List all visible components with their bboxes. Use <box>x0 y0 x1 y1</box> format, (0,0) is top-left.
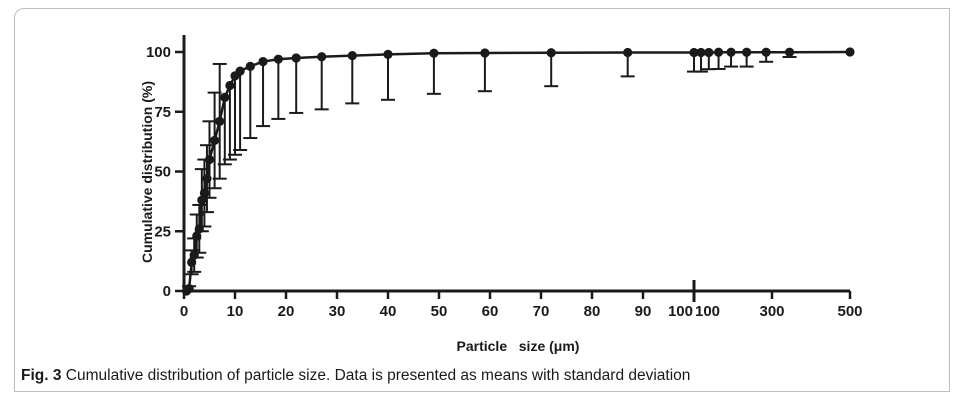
data-point <box>204 154 215 165</box>
data-point <box>187 257 197 267</box>
x-tick-label: 0 <box>180 303 188 320</box>
data-point <box>383 49 393 59</box>
y-tick-label: 50 <box>154 164 171 181</box>
data-point <box>317 52 327 62</box>
data-point <box>273 54 283 64</box>
data-point <box>258 56 268 67</box>
x-axis-title: Particle size (μm) <box>457 338 580 354</box>
data-point <box>623 47 633 58</box>
data-point <box>192 231 202 241</box>
data-point <box>291 53 301 63</box>
x-tick-label: 10 <box>227 303 244 320</box>
data-point <box>235 66 245 76</box>
data-point <box>220 92 230 103</box>
x-tick-label: 500 <box>837 303 862 320</box>
y-tick-label: 75 <box>154 104 171 121</box>
data-point <box>704 47 714 58</box>
x-tick-label: 60 <box>482 303 499 320</box>
x-tick-label: 30 <box>329 303 346 320</box>
data-point <box>199 188 209 198</box>
series-line <box>185 50 851 292</box>
data-point <box>546 48 556 58</box>
data-point <box>784 47 795 57</box>
y-tick-label: 0 <box>163 283 171 300</box>
x-tick-label: 20 <box>278 303 295 320</box>
data-point <box>225 80 235 91</box>
data-point <box>194 224 204 234</box>
chart-axes <box>182 35 850 302</box>
x-tick-label: 70 <box>533 303 550 320</box>
data-point <box>210 135 220 146</box>
data-point <box>689 47 699 58</box>
caption-label: Fig. 3 <box>21 367 62 384</box>
figure-caption: Fig. 3 Cumulative distribution of partic… <box>21 367 690 385</box>
x-tick-label: 100 <box>668 303 693 320</box>
chart-points <box>181 47 855 296</box>
x-tick-label: 90 <box>635 303 652 320</box>
data-point <box>347 50 357 61</box>
x-tick-label: 50 <box>431 303 448 320</box>
y-tick-label: 100 <box>146 44 171 61</box>
data-point <box>245 61 255 71</box>
x-tick-label: 80 <box>584 303 601 320</box>
data-point <box>696 47 706 58</box>
figure-frame <box>14 8 950 392</box>
data-point <box>189 250 199 260</box>
data-point <box>184 284 194 294</box>
data-point <box>480 48 490 58</box>
data-point <box>202 174 212 184</box>
x-tick-label: 40 <box>380 303 397 320</box>
data-point <box>713 47 724 57</box>
x-tick-label: 100 <box>695 303 720 320</box>
y-axis-title: Cumulative distribution (%) <box>139 81 155 263</box>
data-point <box>197 195 207 205</box>
x-tick-label: 300 <box>759 303 784 320</box>
data-point <box>742 47 752 57</box>
data-point <box>429 48 439 58</box>
chart-error-bars <box>182 52 797 292</box>
caption-text: Cumulative distribution of particle size… <box>65 367 691 384</box>
data-point <box>726 47 736 57</box>
data-point <box>845 47 855 57</box>
chart-line-group <box>185 50 851 292</box>
y-tick-label: 25 <box>154 223 171 240</box>
data-point <box>215 116 225 126</box>
data-point <box>761 47 771 57</box>
